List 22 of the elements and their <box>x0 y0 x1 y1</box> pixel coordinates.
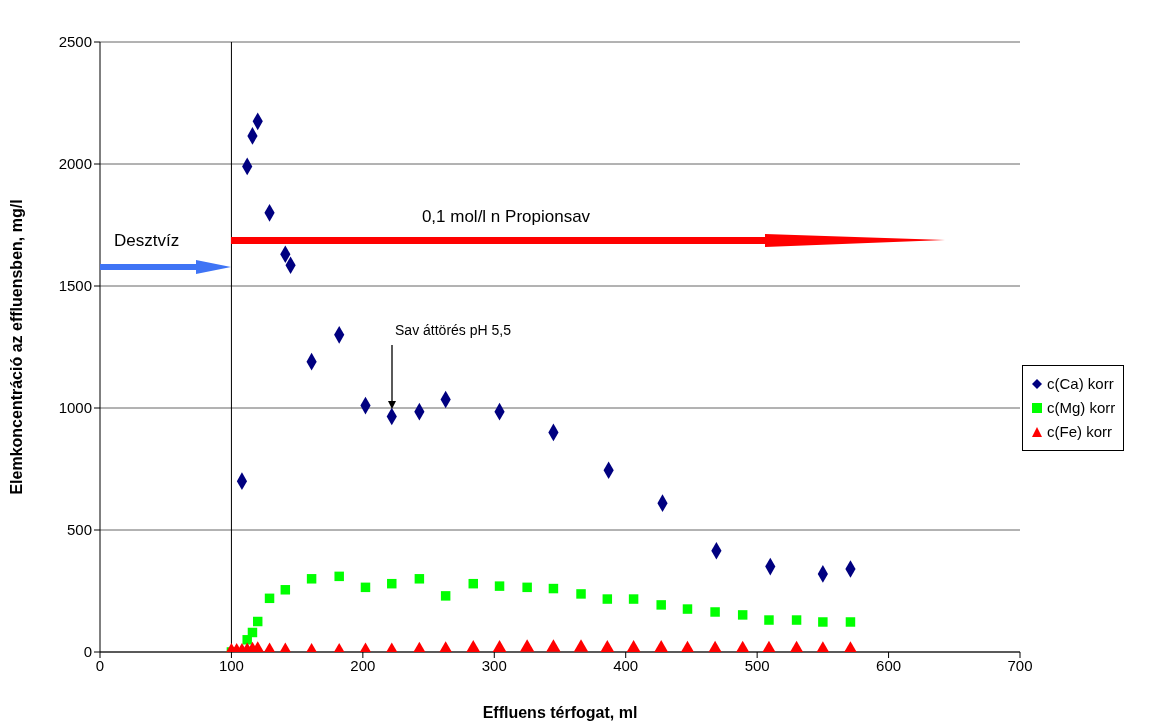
x-tick-label: 700 <box>1007 656 1033 674</box>
x-tick-label: 400 <box>613 656 639 674</box>
x-tick-label: 0 <box>95 656 105 674</box>
legend-label: c(Fe) korr <box>1047 422 1112 442</box>
y-tick-label: 500 <box>66 521 92 539</box>
x-tick-label: 600 <box>876 656 902 674</box>
y-tick-label: 0 <box>83 643 92 661</box>
x-tick-label: 500 <box>744 656 770 674</box>
y-axis-title: Elemkoncentráció az effluensben, mg/l <box>7 199 25 495</box>
y-tick-label: 2500 <box>58 33 92 51</box>
x-tick-label: 300 <box>481 656 507 674</box>
y-tick-label: 1000 <box>58 399 92 417</box>
x-axis-title: Effluens térfogat, ml <box>482 704 638 721</box>
x-tick-label: 200 <box>350 656 376 674</box>
x-tick-label: 100 <box>218 656 244 674</box>
annotation: Desztvíz <box>114 231 180 250</box>
annotation: Sav áttörés pH 5,5 <box>395 322 512 338</box>
legend-label: c(Mg) korr <box>1047 398 1116 418</box>
y-tick-label: 1500 <box>58 277 92 295</box>
y-tick-label: 2000 <box>58 155 92 173</box>
annotation: 0,1 mol/l n Propionsav <box>421 207 591 226</box>
legend-label: c(Ca) korr <box>1047 374 1114 394</box>
